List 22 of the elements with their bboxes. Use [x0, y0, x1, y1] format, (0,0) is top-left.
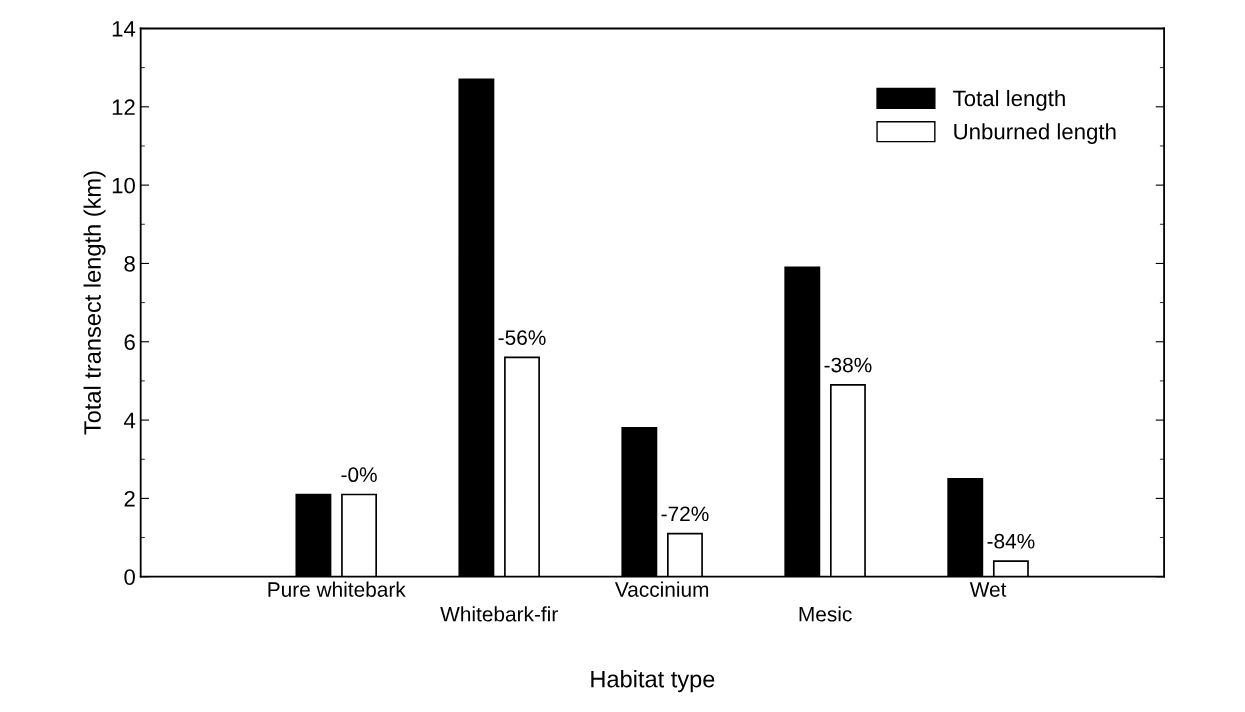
y-tick-label: 6: [124, 334, 135, 351]
annotation: -56%: [498, 330, 546, 345]
annotation: -84%: [987, 533, 1035, 549]
x-tick-label: Whitebark-fir: [440, 606, 558, 622]
x-tick-label: Wet: [969, 582, 1007, 597]
x-tick-label: Pure whitebark: [268, 581, 406, 597]
y-axis-title: Total transect length (km): [83, 171, 106, 435]
y-tick-label: 2: [124, 490, 135, 507]
annotation: -72%: [661, 506, 709, 522]
legend-label: Unburned length: [954, 123, 1116, 144]
y-tick-label: 8: [124, 255, 135, 272]
legend-label: Total length: [953, 89, 1065, 111]
y-tick-label: 0: [124, 569, 135, 585]
x-axis-title: Habitat type: [591, 670, 715, 693]
y-tick-label: 10: [112, 177, 135, 194]
y-tick-label: 4: [123, 412, 136, 429]
annotation: -38%: [824, 357, 872, 373]
x-tick-label: Mesic: [799, 606, 852, 622]
y-tick-label: 12: [112, 99, 135, 115]
x-tick-label: Vaccinium: [614, 581, 709, 597]
y-tick-label: 14: [112, 21, 136, 37]
annotation: -0%: [341, 467, 377, 483]
